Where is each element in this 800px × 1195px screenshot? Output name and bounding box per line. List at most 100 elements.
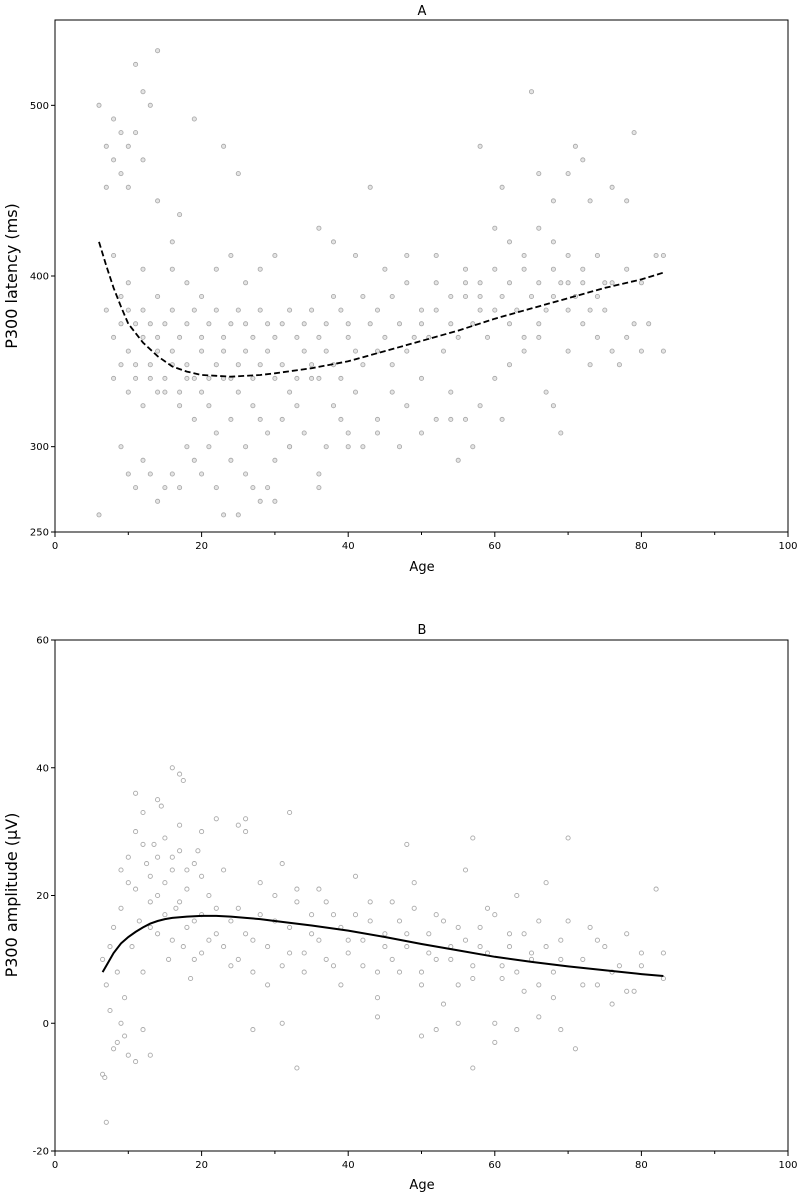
data-point-a <box>550 239 556 245</box>
data-point-a <box>272 375 278 381</box>
data-point-a <box>660 252 666 258</box>
data-point-b <box>177 771 183 777</box>
data-point-b <box>169 765 175 771</box>
data-point-b <box>140 809 146 816</box>
data-point-b <box>199 829 205 835</box>
data-point-b <box>492 912 498 918</box>
data-point-b <box>492 1039 498 1045</box>
data-point-a <box>177 212 183 218</box>
data-point-a <box>602 307 608 313</box>
data-point-b <box>470 975 476 982</box>
data-point-a <box>323 444 329 450</box>
data-point-a <box>301 321 307 327</box>
data-point-b <box>360 937 366 943</box>
data-point-a <box>462 266 468 272</box>
data-point-a <box>177 389 183 395</box>
x-tick-label-a: 20 <box>195 541 208 552</box>
panel-b-title: B <box>418 623 427 638</box>
data-point-a <box>506 321 512 327</box>
data-point-a <box>199 334 205 340</box>
y-tick-label-b: -20 <box>33 1147 49 1158</box>
data-point-b <box>470 1065 476 1071</box>
data-point-a <box>418 430 424 436</box>
data-point-b <box>272 892 278 899</box>
data-point-b <box>301 950 307 956</box>
data-point-b <box>151 841 157 847</box>
data-point-a <box>191 375 197 381</box>
data-point-b <box>616 963 622 969</box>
data-point-b <box>169 937 175 943</box>
data-point-b <box>213 905 219 911</box>
data-point-a <box>316 485 322 491</box>
data-point-a <box>477 293 483 299</box>
data-point-b <box>323 956 329 962</box>
data-point-b <box>147 873 153 879</box>
data-point-b <box>199 873 205 879</box>
data-point-b <box>287 924 293 930</box>
data-point-a <box>191 116 197 122</box>
data-point-a <box>521 348 527 354</box>
data-point-a <box>594 293 600 299</box>
data-point-b <box>118 1020 124 1026</box>
data-point-b <box>572 1046 578 1052</box>
data-point-b <box>352 873 359 879</box>
data-point-a <box>133 375 139 381</box>
data-point-b <box>162 880 168 886</box>
data-point-a <box>506 239 512 245</box>
data-point-b <box>426 931 432 937</box>
data-point-b <box>411 880 417 886</box>
data-point-a <box>199 293 205 299</box>
data-point-a <box>316 471 322 477</box>
data-point-a <box>338 375 344 381</box>
data-point-b <box>462 937 469 943</box>
data-point-a <box>477 280 483 286</box>
y-tick-label-a: 400 <box>30 272 49 283</box>
data-point-a <box>492 375 498 381</box>
data-point-a <box>155 293 161 299</box>
data-point-a <box>243 280 249 286</box>
data-point-b <box>484 905 491 911</box>
data-point-b <box>155 892 161 899</box>
data-point-b <box>309 931 315 937</box>
data-point-a <box>580 266 586 272</box>
data-point-b <box>107 1007 113 1014</box>
data-point-a <box>352 389 358 395</box>
data-point-a <box>184 362 190 368</box>
data-point-a <box>374 416 380 422</box>
data-point-b <box>213 931 219 937</box>
y-tick-label-b: 60 <box>36 636 49 647</box>
data-point-b <box>426 950 432 956</box>
data-point-b <box>133 790 139 796</box>
data-point-a <box>133 321 139 327</box>
data-point-a <box>565 348 571 354</box>
data-point-a <box>330 403 336 409</box>
data-point-b <box>653 886 659 892</box>
data-point-b <box>536 982 542 988</box>
data-point-b <box>111 1046 117 1052</box>
data-point-a <box>345 430 351 436</box>
data-point-b <box>257 912 263 918</box>
data-point-a <box>587 307 593 313</box>
data-point-a <box>514 307 520 313</box>
data-point-a <box>221 348 227 354</box>
data-point-a <box>235 389 241 395</box>
data-point-b <box>287 950 293 956</box>
data-point-a <box>235 512 241 518</box>
data-point-b <box>374 1014 381 1020</box>
data-point-a <box>470 444 476 450</box>
x-tick-label-a: 80 <box>635 541 648 552</box>
data-point-a <box>125 348 131 354</box>
data-point-a <box>470 321 476 327</box>
data-point-a <box>243 471 249 477</box>
data-point-a <box>382 334 388 340</box>
data-point-b <box>140 969 146 975</box>
data-point-a <box>646 321 652 327</box>
data-point-a <box>587 198 593 204</box>
data-point-b <box>144 861 150 867</box>
data-point-b <box>514 892 520 899</box>
data-point-a <box>162 321 168 327</box>
data-point-a <box>374 430 380 436</box>
data-point-b <box>250 1027 256 1033</box>
data-point-b <box>213 816 219 822</box>
